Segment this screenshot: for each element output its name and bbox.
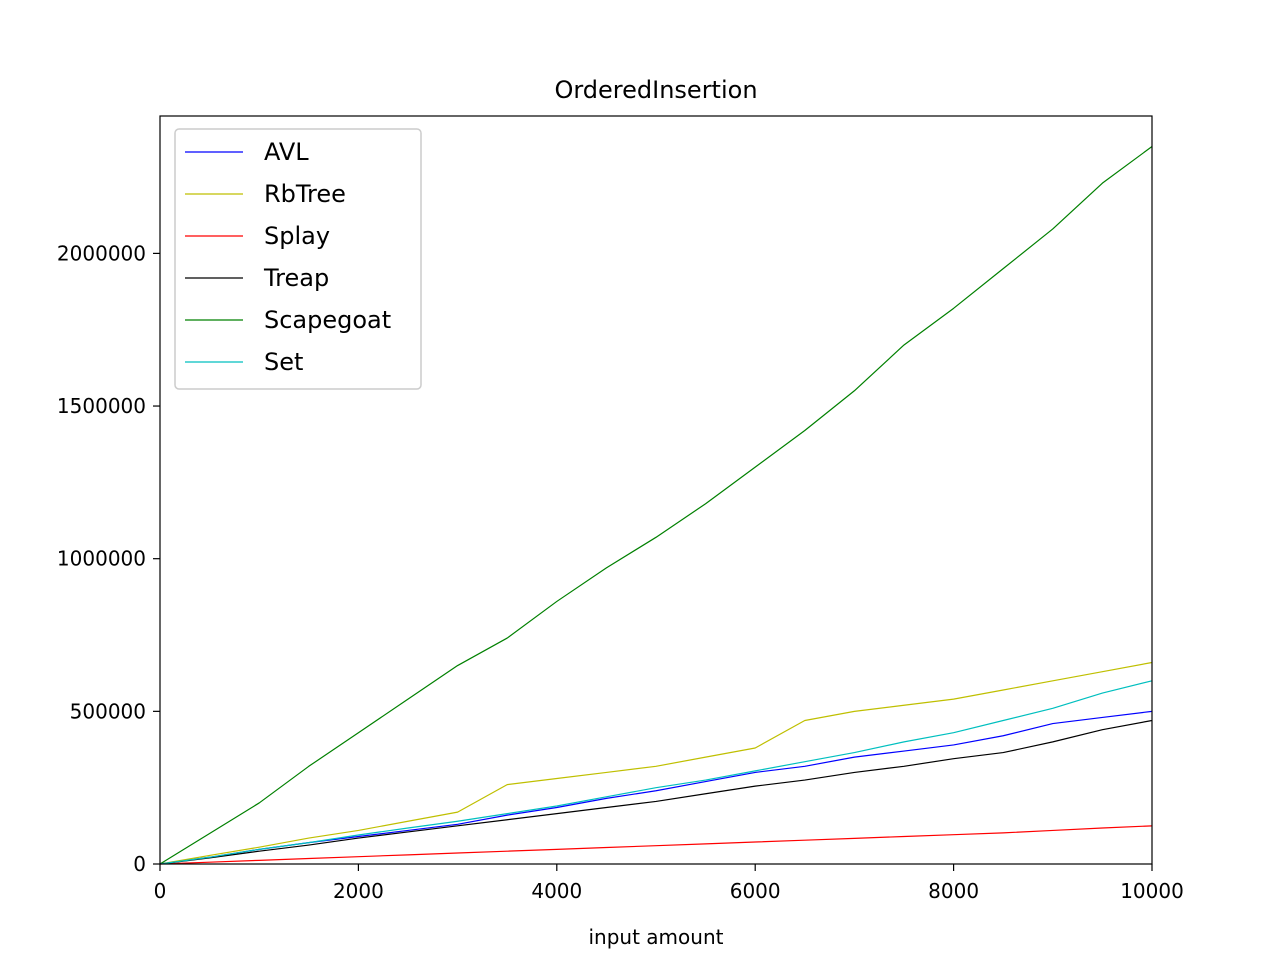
legend-label-0: AVL <box>264 138 309 166</box>
series-line-1 <box>159 661 1153 865</box>
legend-label-3: Treap <box>263 264 329 292</box>
x-axis: 0 2000 4000 6000 8000 10000 <box>154 864 1184 903</box>
x-tick-label-4: 8000 <box>928 879 979 903</box>
legend-label-2: Splay <box>264 222 330 250</box>
x-tick-label-5: 10000 <box>1120 879 1184 903</box>
y-tick-label-1: 500000 <box>70 699 146 723</box>
x-tick-label-1: 2000 <box>333 879 384 903</box>
legend-label-4: Scapegoat <box>264 306 391 334</box>
x-tick-label-0: 0 <box>154 879 167 903</box>
y-axis: 0 500000 1000000 1500000 2000000 <box>57 241 160 876</box>
plot-area-frame <box>159 115 1153 865</box>
x-axis-label: input amount <box>589 925 724 949</box>
y-tick-label-2: 1000000 <box>57 547 146 571</box>
x-tick-label-2: 4000 <box>531 879 582 903</box>
series-layer <box>159 146 1153 865</box>
chart-title: OrderedInsertion <box>554 76 757 104</box>
legend-label-1: RbTree <box>264 180 346 208</box>
legend-label-5: Set <box>264 348 303 376</box>
y-tick-label-3: 1500000 <box>57 394 146 418</box>
legend: AVL RbTree Splay Treap Scapegoat Set <box>174 128 422 390</box>
series-line-3 <box>159 719 1153 865</box>
y-tick-label-4: 2000000 <box>57 241 146 265</box>
y-tick-label-0: 0 <box>133 852 146 876</box>
series-line-2 <box>159 825 1153 865</box>
x-tick-label-3: 6000 <box>730 879 781 903</box>
series-line-4 <box>159 146 1153 865</box>
series-line-5 <box>159 680 1153 865</box>
